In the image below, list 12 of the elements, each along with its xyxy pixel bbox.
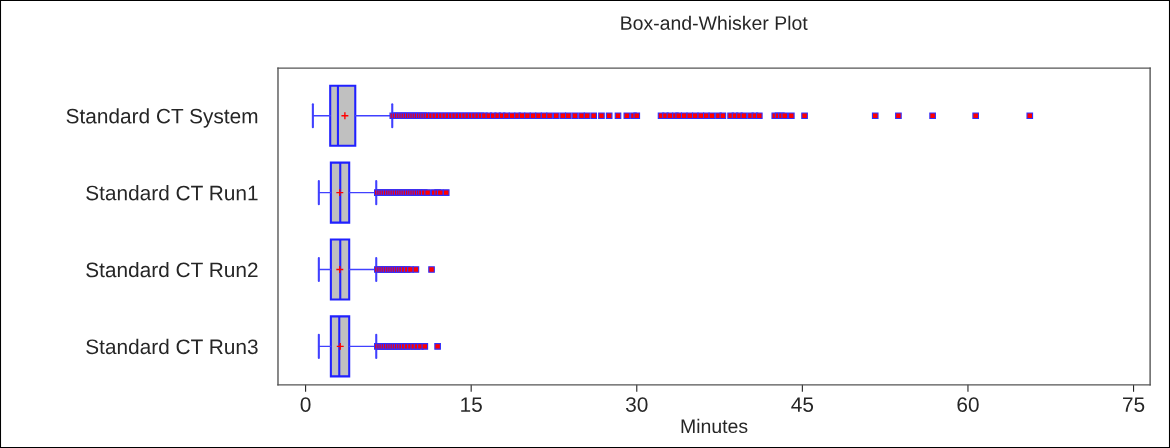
y-tick-label: Standard CT Run2 <box>86 261 258 278</box>
y-tick-label: Standard CT System <box>66 108 258 128</box>
x-tick-label: 30 <box>625 397 648 412</box>
y-tick-label: Standard CT Run3 <box>86 338 258 355</box>
x-tick-label: 45 <box>791 397 814 412</box>
x-tick-label: 15 <box>461 397 482 412</box>
x-tick-label: 0 <box>300 397 311 412</box>
x-axis-title: Minutes <box>681 418 748 434</box>
chart-title: Box-and-Whisker Plot <box>621 15 808 30</box>
x-tick-label: 75 <box>1123 397 1145 412</box>
x-tick-label: 60 <box>957 397 979 412</box>
y-tick-label: Standard CT Run1 <box>86 185 258 201</box>
